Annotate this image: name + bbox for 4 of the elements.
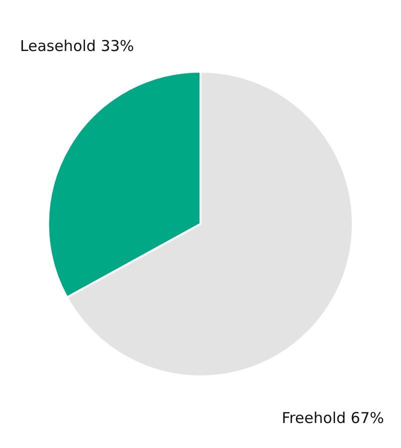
data-label: 33% — [100, 37, 134, 55]
data-label: 67% — [350, 409, 384, 427]
slice-label: Freehold — [282, 409, 346, 427]
slice-label: Leasehold — [20, 37, 96, 55]
